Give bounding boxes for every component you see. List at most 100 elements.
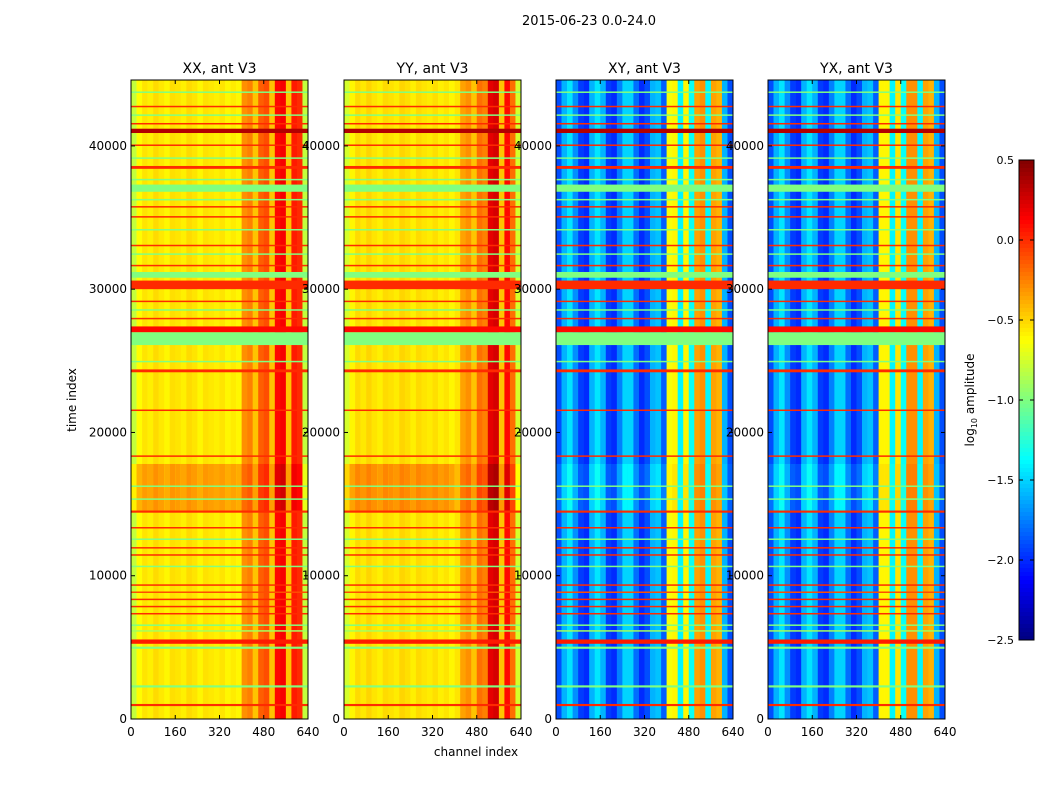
- heatmap-column: [291, 80, 298, 719]
- colorbar-label: log10 amplitude: [963, 354, 979, 447]
- y-tick-label: 0: [332, 712, 340, 726]
- heatmap-hot-cell: [823, 463, 830, 512]
- flagged-row: [344, 280, 521, 290]
- x-tick-label: 0: [552, 725, 560, 739]
- heatmap-column: [917, 80, 924, 719]
- heatmap-hot-cell: [465, 463, 472, 512]
- y-tick-label: 10000: [726, 569, 764, 583]
- colorbar-swatch: [1019, 468, 1034, 473]
- panel-xy: XY, ant V3 0 160 320 480 640 0 10000 20000 30000 4…: [514, 61, 745, 739]
- colorbar-swatch: [1019, 444, 1034, 449]
- y-tick-label: 40000: [514, 139, 552, 153]
- colorbar-swatch: [1019, 340, 1034, 345]
- heatmap-column: [344, 80, 350, 719]
- heatmap-hot-cell: [790, 463, 796, 512]
- colorbar-swatch: [1019, 320, 1034, 325]
- heatmap-column: [806, 80, 813, 719]
- colorbar-swatch: [1019, 452, 1034, 457]
- heatmap-column: [410, 80, 417, 719]
- heatmap-column: [906, 80, 913, 719]
- colorbar-swatch: [1019, 344, 1034, 349]
- heatmap-column: [911, 80, 918, 719]
- heatmap-column: [817, 80, 824, 719]
- heatmap-hot-cell: [302, 463, 309, 512]
- flagged-row: [344, 253, 521, 255]
- flagged-row: [131, 685, 308, 688]
- heatmap-column: [589, 80, 596, 719]
- colorbar-swatch: [1019, 364, 1034, 369]
- heatmap-hot-cell: [186, 463, 193, 512]
- colorbar-swatch: [1019, 328, 1034, 333]
- heatmap-hot-cell: [153, 463, 159, 512]
- colorbar-swatch: [1019, 508, 1034, 513]
- heatmap-column: [197, 80, 204, 719]
- y-tick-label: 0: [119, 712, 127, 726]
- heatmap-column: [230, 80, 237, 719]
- heatmap-hot-cell: [906, 463, 913, 512]
- heatmap-hot-cell: [784, 463, 791, 512]
- flagged-row: [131, 624, 308, 626]
- colorbar-swatch: [1019, 236, 1034, 241]
- flagged-row: [556, 598, 733, 601]
- heatmap-hot-cell: [426, 463, 433, 512]
- colorbar-swatch: [1019, 484, 1034, 489]
- heatmap-column: [889, 80, 896, 719]
- x-tick-label: 320: [633, 725, 656, 739]
- heatmap-hot-cell: [922, 463, 929, 512]
- heatmap-column: [779, 80, 785, 719]
- flagged-row: [131, 612, 308, 615]
- heatmap-column: [672, 80, 678, 719]
- heatmap-hot-cell: [247, 463, 253, 512]
- heatmap-hot-cell: [213, 463, 220, 512]
- flagged-row: [131, 498, 308, 500]
- heatmap-hot-cell: [911, 463, 918, 512]
- heatmap-hot-cell: [225, 463, 231, 512]
- x-tick-label: 640: [510, 725, 533, 739]
- flagged-row: [768, 455, 945, 457]
- x-tick-label: 480: [889, 725, 912, 739]
- heatmap-hot-cell: [845, 463, 852, 512]
- colorbar-swatch: [1019, 408, 1034, 413]
- flagged-row: [556, 685, 733, 688]
- flagged-row: [556, 554, 733, 556]
- heatmap-column: [366, 80, 372, 719]
- x-tick-label: 0: [127, 725, 135, 739]
- panel-title: XY, ant V3: [608, 61, 681, 77]
- heatmap-hot-cell: [493, 463, 500, 512]
- heatmap-hot-cell: [839, 463, 846, 512]
- flagged-row: [344, 326, 521, 333]
- flagged-row: [131, 639, 308, 644]
- y-tick-label: 10000: [302, 569, 340, 583]
- heatmap-hot-cell: [504, 463, 511, 512]
- heatmap-column: [867, 80, 874, 719]
- flagged-row: [344, 565, 521, 568]
- flagged-row: [768, 157, 945, 159]
- y-tick-label: 20000: [726, 425, 764, 439]
- heatmap-column: [850, 80, 857, 719]
- heatmap-column: [158, 80, 165, 719]
- colorbar-swatch: [1019, 560, 1034, 565]
- colorbar-swatch: [1019, 520, 1034, 525]
- heatmap-hot-cell: [688, 463, 695, 512]
- heatmap-hot-cell: [650, 463, 656, 512]
- flagged-row: [131, 264, 308, 267]
- y-tick-label: 40000: [302, 139, 340, 153]
- y-tick-label: 0: [544, 712, 552, 726]
- heatmap-column: [873, 80, 879, 719]
- heatmap-column: [823, 80, 830, 719]
- heatmap-column: [285, 80, 292, 719]
- flagged-row: [768, 128, 945, 134]
- flagged-row: [768, 91, 945, 93]
- flagged-row: [131, 485, 308, 487]
- heatmap-hot-cell: [482, 463, 489, 512]
- heatmap-column: [399, 80, 406, 719]
- heatmap-column: [360, 80, 367, 719]
- heatmap-column: [801, 80, 808, 719]
- heatmap-column: [241, 80, 248, 719]
- flagged-row: [344, 360, 521, 363]
- heatmap-column: [355, 80, 361, 719]
- y-tick-label: 10000: [514, 569, 552, 583]
- flagged-row: [556, 198, 733, 201]
- heatmap-column: [856, 80, 863, 719]
- flagged-row: [768, 280, 945, 290]
